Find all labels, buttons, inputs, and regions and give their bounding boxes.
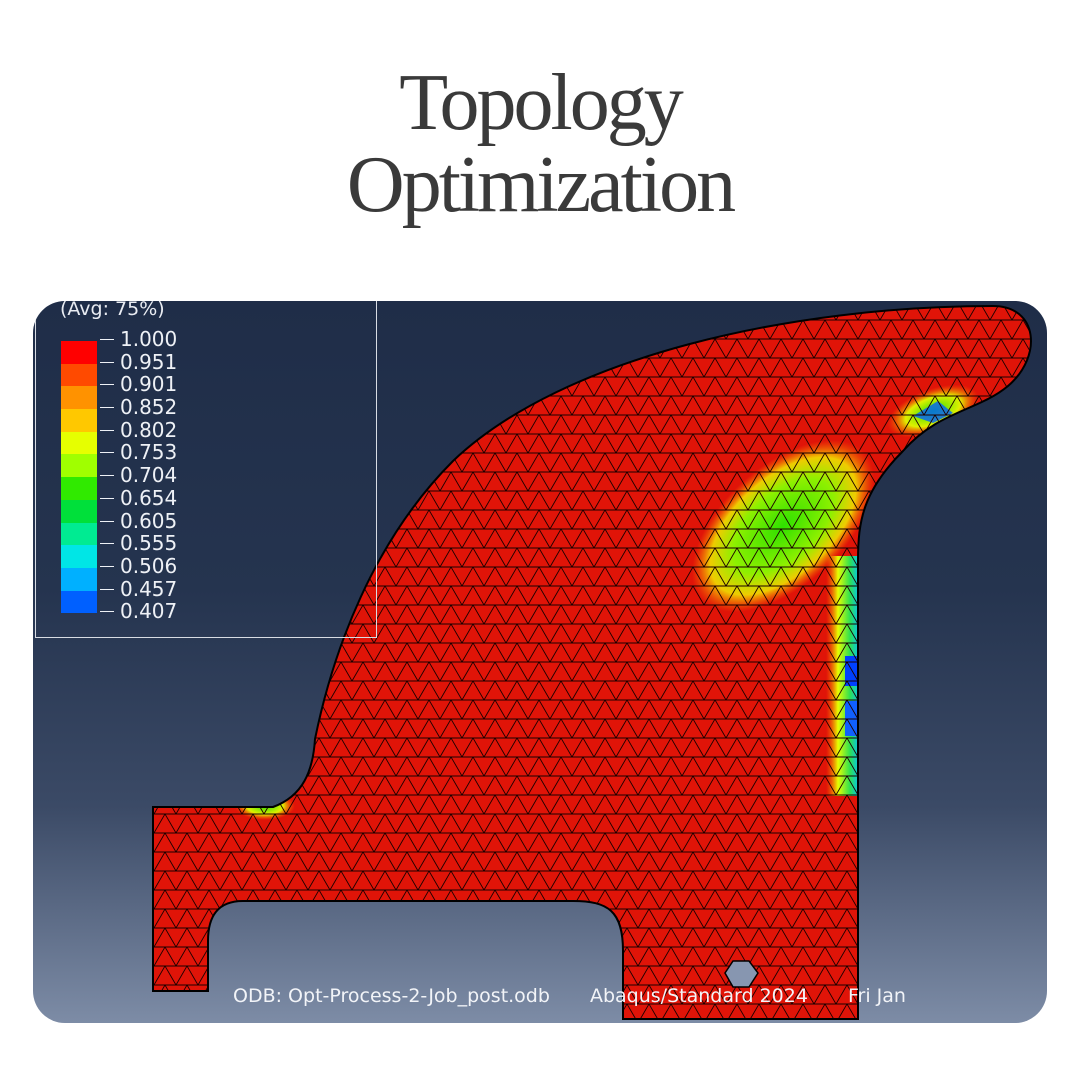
legend-panel: (Avg: 75%) 1.000 0.951 0.901 0.852 0.802 0.75…: [35, 301, 377, 638]
legend-swatch: [61, 409, 97, 432]
legend-tick-label: 0.506: [99, 553, 178, 578]
legend-tick-label: 1.000: [99, 327, 178, 351]
solver-label: Abaqus/Standard 2024: [589, 985, 808, 1007]
legend-tick-label: 0.753: [99, 440, 178, 465]
legend-tick-label: 0.852: [99, 395, 178, 420]
title-line-1: Topology: [399, 59, 684, 147]
legend-swatch: [61, 590, 97, 614]
fea-model[interactable]: [33, 301, 1047, 1023]
legend-tick-label: 0.407: [99, 599, 178, 624]
legend-tick-label: 0.605: [99, 508, 178, 533]
odb-label: ODB: Opt-Process-2-Job_post.odb: [233, 985, 550, 1007]
legend-tick-label: 0.457: [99, 576, 178, 601]
viewport-footer: ODB: Opt-Process-2-Job_post.odb Abaqus/S…: [233, 985, 940, 1007]
legend-tick-label: 0.704: [99, 463, 178, 488]
title-line-2: Optimization: [346, 141, 736, 229]
legend-tick-label: 0.901: [99, 372, 178, 397]
legend-swatch: [61, 477, 97, 500]
legend-tick-label: 0.802: [99, 417, 178, 442]
legend-swatch: [61, 454, 97, 478]
legend-swatch: [61, 499, 97, 523]
legend-tick-label: 0.555: [99, 531, 178, 556]
legend-swatch: [61, 431, 97, 455]
legend-swatch: [61, 567, 97, 591]
legend-swatch: [61, 545, 97, 568]
legend-tick-label: 0.951: [99, 349, 178, 374]
legend-swatch: [61, 363, 97, 387]
legend-title: (Avg: 75%): [60, 301, 165, 320]
legend-swatch: [61, 341, 97, 364]
legend-swatches: [61, 341, 97, 614]
page-title: Topology Optimization: [0, 62, 1080, 226]
date-label: Fri Jan: [847, 985, 906, 1007]
legend-labels: 1.000 0.951 0.901 0.852 0.802 0.753 0.704 0.654…: [99, 327, 178, 624]
fea-viewport[interactable]: (Avg: 75%) 1.000 0.951 0.901 0.852 0.802 0.75…: [33, 301, 1047, 1023]
legend-swatch: [61, 522, 97, 546]
legend-tick-label: 0.654: [99, 485, 178, 510]
legend-swatch: [61, 386, 97, 410]
